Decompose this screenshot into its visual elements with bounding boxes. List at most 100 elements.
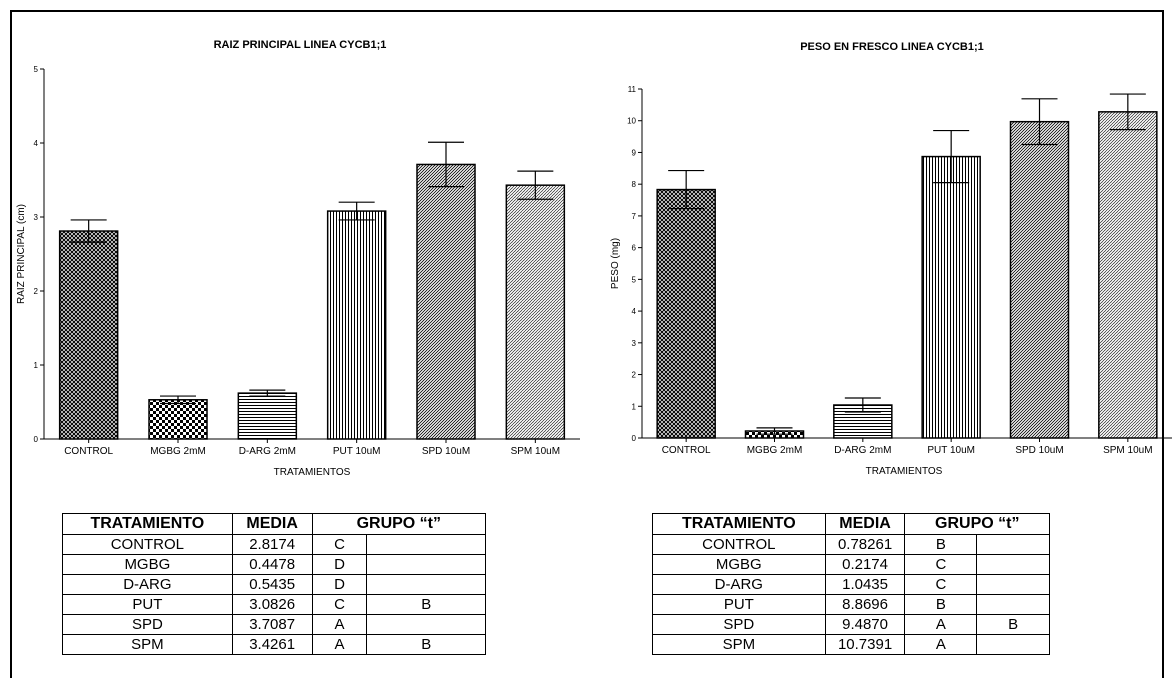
y-tick-label: 3 (632, 339, 637, 348)
cell-treatment: D-ARG (652, 574, 826, 595)
cell-group-1: C (904, 554, 978, 575)
y-tick-label: 6 (632, 244, 637, 253)
bar-spm (505, 184, 566, 440)
cell-group-1: C (311, 534, 368, 555)
y-tick-label: 4 (632, 307, 637, 316)
table-header-row: TRATAMIENTO MEDIA GRUPO “t” (652, 513, 1050, 535)
y-tick-label: 7 (632, 212, 637, 221)
cell-mean: 0.5435 (231, 574, 313, 595)
cell-group-1: D (311, 574, 368, 595)
bar-spm (1098, 111, 1158, 439)
table-header-row: TRATAMIENTO MEDIA GRUPO “t” (62, 513, 487, 535)
cell-mean: 0.2174 (824, 554, 906, 575)
header-group: GRUPO “t” (311, 513, 487, 535)
header-group: GRUPO “t” (904, 513, 1050, 535)
y-tick-label: 1 (34, 361, 39, 370)
table-row: D-ARG 1.0435 C (652, 574, 1050, 595)
cell-group-1: A (311, 614, 368, 635)
cell-group-1: B (904, 534, 978, 555)
y-tick-label: 0 (34, 435, 39, 444)
cell-mean: 3.4261 (231, 634, 313, 655)
y-axis-label: RAIZ PRINCIPAL (cm) (16, 204, 27, 304)
y-tick-label: 3 (34, 213, 39, 222)
cell-treatment: SPM (652, 634, 826, 655)
cell-group-2 (976, 574, 1050, 595)
y-tick-label: 11 (628, 85, 637, 94)
x-tick-label: SPD 10uM (422, 446, 470, 457)
y-tick-label: 2 (632, 371, 637, 380)
bar-d-arg (237, 392, 298, 440)
x-tick-label: PUT 10uM (333, 446, 381, 457)
y-tick-label: 5 (632, 275, 637, 284)
chart-svg: RAIZ PRINCIPAL LINEA CYCB1;1 RAIZ PRINCIP… (16, 39, 580, 478)
cell-mean: 2.8174 (231, 534, 313, 555)
cell-treatment: SPD (652, 614, 826, 635)
root-length-table: TRATAMIENTO MEDIA GRUPO “t” CONTROL 2.817… (62, 513, 487, 655)
fresh-weight-table: TRATAMIENTO MEDIA GRUPO “t” CONTROL 0.782… (652, 513, 1050, 655)
table-row: SPM 10.7391 A (652, 634, 1050, 655)
y-tick-label: 2 (34, 287, 39, 296)
cell-mean: 0.78261 (824, 534, 906, 555)
cell-mean: 1.0435 (824, 574, 906, 595)
bar-control (58, 230, 119, 440)
table-row: PUT 3.0826 C B (62, 594, 486, 615)
cell-group-2 (976, 554, 1050, 575)
bar-d-arg (833, 404, 893, 439)
table-row: SPM 3.4261 A B (62, 634, 486, 655)
table-row: MGBG 0.2174 C (652, 554, 1050, 575)
y-tick-label: 9 (632, 148, 637, 157)
table-row: D-ARG 0.5435 D (62, 574, 486, 595)
cell-group-1: A (311, 634, 368, 655)
cell-group-1: A (904, 614, 978, 635)
cell-mean: 8.8696 (824, 594, 906, 615)
error-bar (844, 397, 881, 413)
bar-mgbg (148, 399, 208, 440)
header-mean: MEDIA (824, 513, 906, 535)
cell-group-2: B (366, 594, 486, 615)
bar-put (326, 210, 387, 440)
cell-treatment: SPM (62, 634, 233, 655)
root-length-chart: RAIZ PRINCIPAL LINEA CYCB1;1 RAIZ PRINCIP… (0, 0, 590, 490)
header-mean: MEDIA (231, 513, 313, 535)
bar-put (921, 155, 981, 439)
chart-svg: PESO EN FRESCO LINEA CYCB1;1 PESO (mg) TRA… (610, 41, 1172, 477)
y-axis-label: PESO (mg) (610, 238, 621, 289)
cell-group-2: B (976, 614, 1050, 635)
x-axis-label: TRATAMIENTOS (274, 467, 351, 478)
error-bar (1021, 98, 1058, 146)
cell-mean: 9.4870 (824, 614, 906, 635)
cell-group-1: A (904, 634, 978, 655)
chart-title: RAIZ PRINCIPAL LINEA CYCB1;1 (214, 39, 387, 51)
cell-treatment: MGBG (652, 554, 826, 575)
cell-group-1: D (311, 554, 368, 575)
x-tick-label: CONTROL (64, 446, 113, 457)
cell-group-2 (366, 574, 486, 595)
cell-group-2 (366, 534, 486, 555)
y-tick-label: 5 (34, 65, 39, 74)
bar-spd (1009, 120, 1070, 439)
cell-group-1: C (904, 574, 978, 595)
x-tick-label: MGBG 2mM (150, 446, 206, 457)
cell-group-1: B (904, 594, 978, 615)
cell-group-2: B (366, 634, 486, 655)
x-tick-label: CONTROL (662, 445, 711, 456)
header-treatment: TRATAMIENTO (62, 513, 233, 535)
error-bar (668, 169, 705, 210)
chart-title: PESO EN FRESCO LINEA CYCB1;1 (800, 41, 984, 53)
error-bar (517, 170, 554, 200)
header-treatment: TRATAMIENTO (652, 513, 826, 535)
cell-mean: 3.7087 (231, 614, 313, 635)
table-row: SPD 9.4870 A B (652, 614, 1050, 635)
x-tick-label: SPM 10uM (511, 446, 560, 457)
table-row: PUT 8.8696 B (652, 594, 1050, 615)
cell-treatment: PUT (62, 594, 233, 615)
error-bar (249, 389, 286, 397)
cell-group-2 (366, 554, 486, 575)
error-bar (160, 395, 196, 405)
x-tick-label: SPD 10uM (1015, 445, 1063, 456)
error-bar (338, 201, 375, 221)
cell-group-2 (976, 534, 1050, 555)
table-row: CONTROL 2.8174 C (62, 534, 486, 555)
error-bar (70, 219, 107, 243)
cell-mean: 0.4478 (231, 554, 313, 575)
